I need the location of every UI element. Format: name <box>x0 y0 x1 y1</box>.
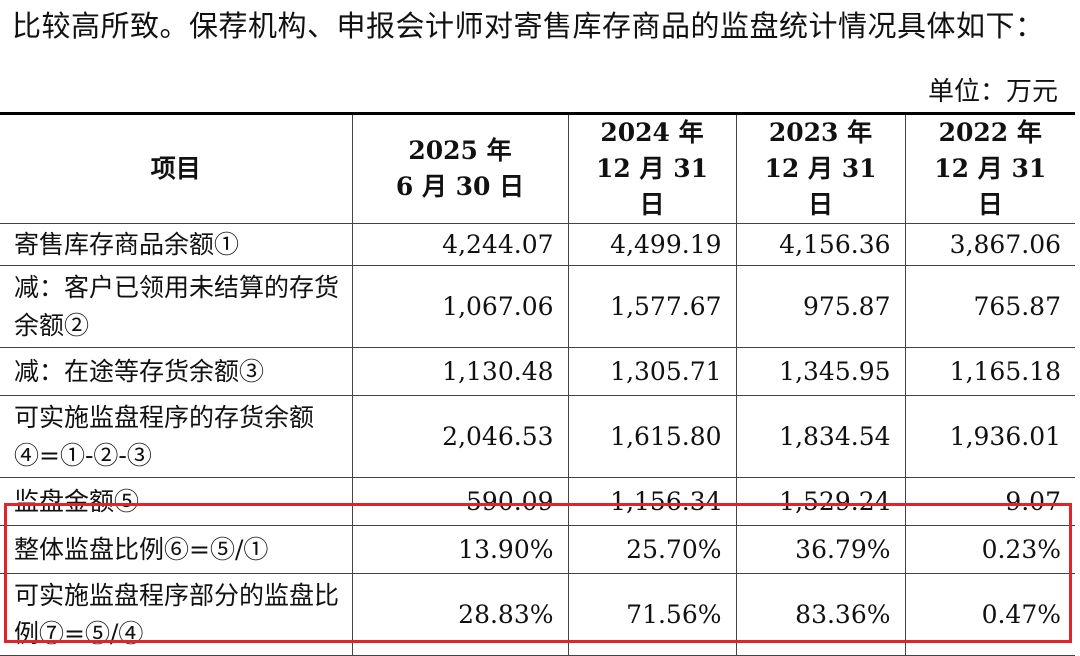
row-value: 1,529.24 <box>735 477 906 526</box>
header-item: 项目 <box>0 113 353 224</box>
row-label: 可实施监盘程序部分的监盘比例⑦=⑤/④ <box>0 573 353 656</box>
row-value: 590.09 <box>351 477 569 526</box>
header-date: 12 月 31 日 <box>596 154 708 219</box>
header-year: 2024 年 <box>600 118 704 147</box>
header-date: 12 月 31 日 <box>764 154 877 219</box>
table-row: 寄售库存商品余额① 4,244.07 4,499.19 4,156.36 3,8… <box>0 223 1075 266</box>
table-row: 可实施监盘程序的存货余额④=①-②-③ 2,046.53 1,615.80 1,… <box>0 395 1075 478</box>
row-value: 25.70% <box>567 525 737 574</box>
header-period-2024-12: 2024 年 12 月 31 日 <box>567 113 737 224</box>
row-value: 1,305.71 <box>567 347 737 396</box>
unit-label: 单位：万元 <box>927 77 1058 107</box>
header-period-2022-12: 2022 年 12 月 31 日 <box>904 113 1075 224</box>
row-value: 83.36% <box>735 573 906 656</box>
header-year: 2025 年 <box>408 136 512 165</box>
header-date: 12 月 31 日 <box>934 154 1047 219</box>
row-value: 975.87 <box>735 265 906 348</box>
row-value: 4,499.19 <box>567 223 737 266</box>
row-value: 2,046.53 <box>351 395 569 478</box>
header-date: 6 月 30 日 <box>395 172 525 201</box>
table-row: 整体监盘比例⑥=⑤/① 13.90% 25.70% 36.79% 0.23% <box>0 525 1075 574</box>
row-label: 减：在途等存货余额③ <box>0 347 353 396</box>
inventory-monitoring-table: 项目 2025 年 6 月 30 日 2024 年 12 月 31 日 2023… <box>0 112 1075 656</box>
table-row: 减：客户已领用未结算的存货余额② 1,067.06 1,577.67 975.8… <box>0 265 1075 348</box>
table-header-row: 项目 2025 年 6 月 30 日 2024 年 12 月 31 日 2023… <box>0 113 1075 224</box>
row-label: 整体监盘比例⑥=⑤/① <box>0 525 353 574</box>
row-label: 寄售库存商品余额① <box>0 223 353 266</box>
row-value: 1,345.95 <box>735 347 906 396</box>
row-value: 4,244.07 <box>351 223 569 266</box>
row-value: 1,936.01 <box>904 395 1075 478</box>
row-label: 可实施监盘程序的存货余额④=①-②-③ <box>0 395 353 478</box>
table-row: 可实施监盘程序部分的监盘比例⑦=⑤/④ 28.83% 71.56% 83.36%… <box>0 573 1075 656</box>
row-value: 1,165.18 <box>904 347 1075 396</box>
header-period-2025-06: 2025 年 6 月 30 日 <box>351 113 569 224</box>
row-value: 1,067.06 <box>351 265 569 348</box>
header-year: 2022 年 <box>938 118 1042 147</box>
row-value: 28.83% <box>351 573 569 656</box>
intro-paragraph: 比较高所致。保荐机构、申报会计师对寄售库存商品的监盘统计情况具体如下： <box>12 9 1045 43</box>
row-value: 71.56% <box>567 573 737 656</box>
row-label: 监盘金额⑤ <box>0 477 353 526</box>
row-value: 1,156.34 <box>567 477 737 526</box>
row-value: 1,615.80 <box>567 395 737 478</box>
header-year: 2023 年 <box>768 118 873 147</box>
row-label: 减：客户已领用未结算的存货余额② <box>0 265 353 348</box>
row-value: 0.47% <box>904 573 1075 656</box>
row-value: 1,130.48 <box>351 347 569 396</box>
row-value: 765.87 <box>904 265 1075 348</box>
row-value: 0.23% <box>904 525 1075 574</box>
table-row: 减：在途等存货余额③ 1,130.48 1,305.71 1,345.95 1,… <box>0 347 1075 396</box>
row-value: 1,577.67 <box>567 265 737 348</box>
header-period-2023-12: 2023 年 12 月 31 日 <box>735 113 906 224</box>
row-value: 13.90% <box>351 525 569 574</box>
row-value: 9.07 <box>904 477 1075 526</box>
table-row: 监盘金额⑤ 590.09 1,156.34 1,529.24 9.07 <box>0 477 1075 526</box>
row-value: 1,834.54 <box>735 395 906 478</box>
row-value: 36.79% <box>735 525 906 574</box>
row-value: 4,156.36 <box>735 223 906 266</box>
row-value: 3,867.06 <box>904 223 1075 266</box>
